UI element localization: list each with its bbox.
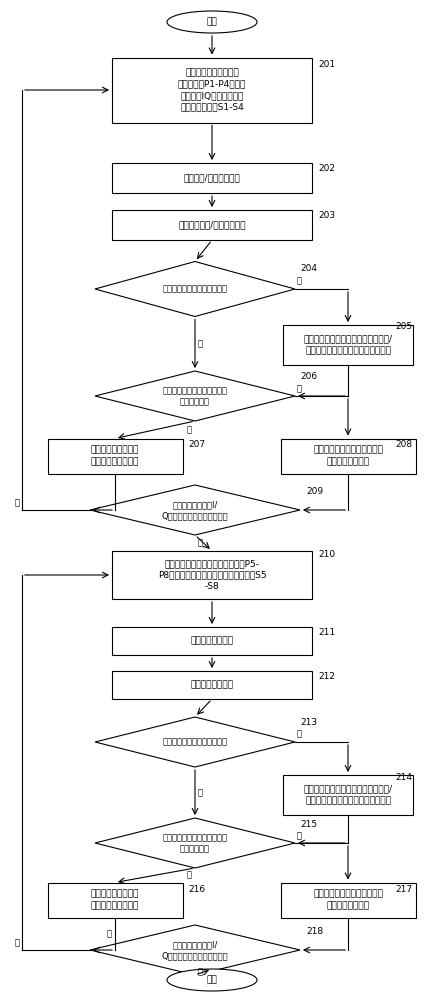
- Text: 是: 是: [297, 276, 302, 285]
- Polygon shape: [95, 261, 295, 316]
- Polygon shape: [95, 371, 295, 421]
- FancyBboxPatch shape: [112, 671, 312, 699]
- Text: 否: 否: [15, 938, 20, 947]
- Text: 校准步长为初始值，方向为所述增益/
相位失配方向，更新校准矩阵向量组: 校准步长为初始值，方向为所述增益/ 相位失配方向，更新校准矩阵向量组: [304, 335, 393, 355]
- Text: 否: 否: [297, 384, 302, 393]
- FancyBboxPatch shape: [112, 57, 312, 122]
- Text: 216: 216: [188, 885, 205, 894]
- Text: 212: 212: [318, 672, 335, 681]
- FancyBboxPatch shape: [112, 627, 312, 655]
- FancyBboxPatch shape: [112, 163, 312, 193]
- Text: 判断所述同相正交I/
Q失配校准是否满足停止条件: 判断所述同相正交I/ Q失配校准是否满足停止条件: [162, 500, 228, 520]
- Text: 209: 209: [306, 487, 323, 496]
- Text: 确定直流失调方向: 确定直流失调方向: [190, 637, 234, 646]
- Text: 判断所述校准是否为首步校准: 判断所述校准是否为首步校准: [162, 738, 228, 746]
- Text: 204: 204: [300, 264, 317, 273]
- Text: 获取发信机输出的发射
信号功率组P1-P4及对应
同相正交IQ信号失配校准
信号组校准向量S1-S4: 获取发信机输出的发射 信号功率组P1-P4及对应 同相正交IQ信号失配校准 信号…: [178, 68, 246, 112]
- Text: 获取直流失调方向: 获取直流失调方向: [190, 680, 234, 690]
- Text: 校准步长为初始值，方向为所述增益/
相位失配方向，更新校准矩阵向量组: 校准步长为初始值，方向为所述增益/ 相位失配方向，更新校准矩阵向量组: [304, 785, 393, 805]
- Polygon shape: [95, 818, 295, 868]
- Text: 210: 210: [318, 550, 335, 559]
- Text: 217: 217: [395, 885, 412, 894]
- FancyBboxPatch shape: [112, 210, 312, 240]
- Text: 207: 207: [188, 440, 205, 449]
- Polygon shape: [95, 717, 295, 767]
- Text: 211: 211: [318, 628, 335, 637]
- Ellipse shape: [167, 969, 257, 991]
- Text: 是: 是: [187, 871, 192, 880]
- Text: 205: 205: [395, 322, 412, 331]
- Text: 213: 213: [300, 718, 317, 727]
- Text: 判断此步失调方向是否与上步
失调方向一致: 判断此步失调方向是否与上步 失调方向一致: [162, 833, 228, 853]
- Text: 是: 是: [187, 425, 192, 434]
- Text: 确定增益/相位失配方向: 确定增益/相位失配方向: [184, 174, 240, 182]
- Text: 203: 203: [318, 211, 335, 220]
- FancyBboxPatch shape: [47, 438, 182, 474]
- Ellipse shape: [167, 11, 257, 33]
- Text: 否: 否: [198, 788, 203, 797]
- Text: 208: 208: [395, 440, 412, 449]
- Text: 获取发信机输出的发射信号功率组P5-
P8及对应直流失调校准信号组校准向量S5
-S8: 获取发信机输出的发射信号功率组P5- P8及对应直流失调校准信号组校准向量S5 …: [158, 559, 266, 591]
- FancyBboxPatch shape: [281, 882, 416, 918]
- Text: 获取所述增益/相位失配方向: 获取所述增益/相位失配方向: [178, 221, 246, 230]
- Text: 校准步长减半，方向取反，更
新校准矩阵向量组: 校准步长减半，方向取反，更 新校准矩阵向量组: [313, 890, 383, 910]
- Text: 214: 214: [395, 773, 412, 782]
- Text: 否: 否: [198, 339, 203, 348]
- Text: 开始: 开始: [206, 17, 218, 26]
- Text: 215: 215: [300, 820, 317, 829]
- Text: 判断所述同相正交I/
Q失配校准是否满足停止条件: 判断所述同相正交I/ Q失配校准是否满足停止条件: [162, 940, 228, 960]
- FancyBboxPatch shape: [47, 882, 182, 918]
- Text: 202: 202: [318, 164, 335, 173]
- Text: 201: 201: [318, 60, 335, 69]
- Text: 判断所述校准是否为首步校准: 判断所述校准是否为首步校准: [162, 284, 228, 294]
- Text: 按照上步失调方向，
更新校准矩阵向量组: 按照上步失调方向， 更新校准矩阵向量组: [91, 890, 139, 910]
- Text: 校准步长减半，方向取反，更
新校准矩阵向量组: 校准步长减半，方向取反，更 新校准矩阵向量组: [313, 446, 383, 466]
- Text: 按照上步失调方向，
更新校准矩阵向量组: 按照上步失调方向， 更新校准矩阵向量组: [91, 446, 139, 466]
- Polygon shape: [90, 925, 300, 975]
- Text: 结束: 结束: [206, 976, 218, 984]
- FancyBboxPatch shape: [112, 551, 312, 599]
- Text: 判断此步失调方向是否与上步
失调方向一致: 判断此步失调方向是否与上步 失调方向一致: [162, 386, 228, 406]
- Text: 206: 206: [300, 372, 317, 381]
- Text: 218: 218: [306, 927, 323, 936]
- FancyBboxPatch shape: [283, 325, 413, 365]
- Text: 是: 是: [297, 729, 302, 738]
- Text: 否: 否: [107, 929, 112, 938]
- FancyBboxPatch shape: [281, 438, 416, 474]
- Text: 否: 否: [15, 498, 20, 507]
- Text: 否: 否: [297, 831, 302, 840]
- Polygon shape: [90, 485, 300, 535]
- Text: 是: 是: [198, 538, 203, 548]
- Text: 是: 是: [198, 968, 203, 976]
- FancyBboxPatch shape: [283, 775, 413, 815]
